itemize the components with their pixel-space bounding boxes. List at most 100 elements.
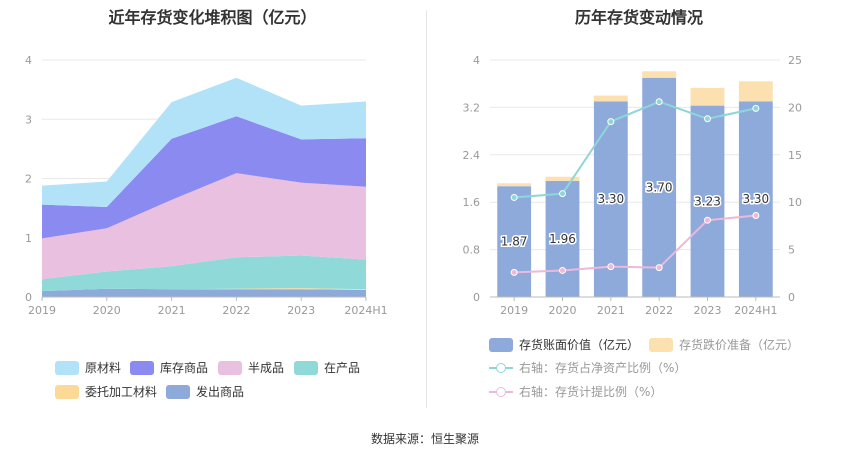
y-tick-label: 0 [25, 291, 32, 304]
y-right-tick-label: 15 [788, 149, 802, 162]
legend-swatch [55, 360, 79, 375]
bar-data-label: 3.70 [646, 180, 673, 194]
line-point [559, 190, 566, 198]
legend-item-impairment[interactable]: 存货跌价准备（亿元） [649, 336, 799, 353]
y-right-tick-label: 0 [788, 291, 795, 304]
x-tick-label: 2021 [597, 304, 625, 317]
y-tick-label: 4 [25, 54, 32, 67]
y-left-tick-label: 0.8 [463, 244, 481, 257]
legend-swatch [489, 337, 513, 352]
bar-data-label: 3.30 [742, 192, 769, 206]
bar-data-label: 1.96 [549, 232, 576, 246]
line-point [607, 118, 615, 126]
legend-swatch [130, 360, 154, 375]
legend-item-semi-finished[interactable]: 半成品 [218, 359, 284, 376]
x-tick-label: 2024H1 [734, 304, 777, 317]
y-tick-label: 2 [25, 173, 32, 186]
x-tick-label: 2021 [158, 304, 186, 317]
legend-label: 委托加工材料 [85, 385, 158, 399]
legend-swatch [166, 384, 190, 399]
area-series [42, 173, 366, 280]
line-point [655, 264, 663, 272]
bar-impairment [593, 95, 628, 102]
line-series [514, 214, 756, 274]
bar-book-value [497, 186, 532, 297]
x-tick-label: 2019 [28, 304, 56, 317]
legend-label: 存货账面价值（亿元） [519, 338, 640, 352]
legend-label: 右轴：存货计提比例（%） [519, 385, 663, 399]
legend-item-raw-material[interactable]: 原材料 [55, 359, 121, 376]
legend-item-net-asset-ratio[interactable]: 右轴：存货占净资产比例（%） [489, 359, 686, 376]
legend-swatch [294, 360, 318, 375]
legend-item-shipped[interactable]: 发出商品 [166, 383, 244, 400]
bar-data-label: 3.30 [597, 192, 624, 206]
bar-impairment [738, 81, 773, 102]
x-tick-label: 2022 [645, 304, 673, 317]
y-left-tick-label: 0 [473, 291, 480, 304]
y-left-tick-label: 4 [473, 54, 480, 67]
y-left-tick-label: 2.4 [463, 149, 481, 162]
x-tick-label: 2024H1 [344, 304, 387, 317]
line-point [510, 268, 518, 276]
y-right-tick-label: 20 [788, 101, 802, 114]
line-series [514, 100, 757, 199]
legend-label: 库存商品 [160, 361, 209, 375]
area-series [42, 77, 366, 207]
bar-line-combo-chart: 0 0.8 1.6 2.4 3.2 4 0 5 10 15 20 25 2019 2020 2021 2022… [463, 54, 803, 317]
legend-label: 半成品 [248, 361, 285, 375]
y-left-tick-label: 3.2 [463, 101, 481, 114]
left-legend: 原材料 库存商品 半成品 在产品 委托加工材料 发出商品 [0, 0, 425, 410]
bar-data-label: 3.23 [694, 194, 721, 208]
right-chart-title: 历年存货变动情况 [574, 8, 703, 27]
bar-book-value [545, 180, 580, 297]
line-point [704, 216, 711, 224]
legend-item-finished-goods[interactable]: 库存商品 [130, 359, 208, 376]
stacked-area-panel: 近年存货变化堆积图（亿元） 0 1 2 3 4 2019 2020 2021 2022 2023 2… [0, 0, 425, 410]
right-legend: 存货账面价值（亿元） 存货跌价准备（亿元） 右轴：存货占净资产比例（%） 右轴：… [428, 0, 850, 410]
bar-impairment [642, 71, 677, 78]
line-point [655, 98, 663, 106]
y-right-tick-label: 5 [788, 244, 795, 257]
x-tick-label: 2023 [694, 304, 722, 317]
legend-label: 在产品 [324, 361, 361, 375]
line-point [607, 263, 615, 271]
panel-divider [426, 10, 427, 408]
bar-book-value [690, 105, 725, 297]
x-tick-label: 2019 [500, 304, 528, 317]
legend-label: 右轴：存货占净资产比例（%） [519, 361, 687, 375]
y-right-tick-label: 25 [788, 54, 802, 67]
legend-item-consigned[interactable]: 委托加工材料 [55, 383, 157, 400]
bar-impairment [690, 87, 725, 106]
y-right-tick-label: 10 [788, 196, 802, 209]
legend-swatch [55, 384, 79, 399]
area-series [42, 288, 366, 292]
legend-label: 存货跌价准备（亿元） [679, 338, 800, 352]
y-tick-label: 1 [25, 232, 32, 245]
bar-book-value [738, 101, 773, 297]
line-point [510, 193, 518, 201]
x-tick-label: 2023 [287, 304, 315, 317]
legend-swatch [489, 361, 513, 375]
left-chart-title: 近年存货变化堆积图（亿元） [108, 8, 317, 27]
area-series [42, 255, 366, 292]
bar-impairment [497, 183, 532, 187]
legend-item-wip[interactable]: 在产品 [294, 359, 360, 376]
x-tick-label: 2020 [549, 304, 577, 317]
x-tick-label: 2020 [93, 304, 121, 317]
legend-item-provision-ratio[interactable]: 右轴：存货计提比例（%） [489, 383, 662, 400]
bar-impairment [545, 176, 580, 181]
line-point [704, 115, 711, 123]
y-tick-label: 3 [25, 113, 32, 126]
legend-item-book-value[interactable]: 存货账面价值（亿元） [489, 336, 639, 353]
legend-label: 发出商品 [196, 385, 245, 399]
y-left-tick-label: 1.6 [463, 196, 481, 209]
inventory-change-panel: 历年存货变动情况 0 0.8 1.6 2.4 3.2 4 0 5 10 15 20 25 2019 202… [428, 0, 850, 410]
bar-data-label: 1.87 [501, 235, 528, 249]
legend-swatch [649, 337, 673, 352]
line-point [752, 104, 760, 112]
line-point [752, 211, 760, 219]
area-series [42, 288, 366, 297]
stacked-area-chart: 0 1 2 3 4 2019 2020 2021 2022 2023 2024H1 [25, 54, 388, 317]
legend-swatch [218, 360, 242, 375]
legend-label: 原材料 [85, 361, 122, 375]
